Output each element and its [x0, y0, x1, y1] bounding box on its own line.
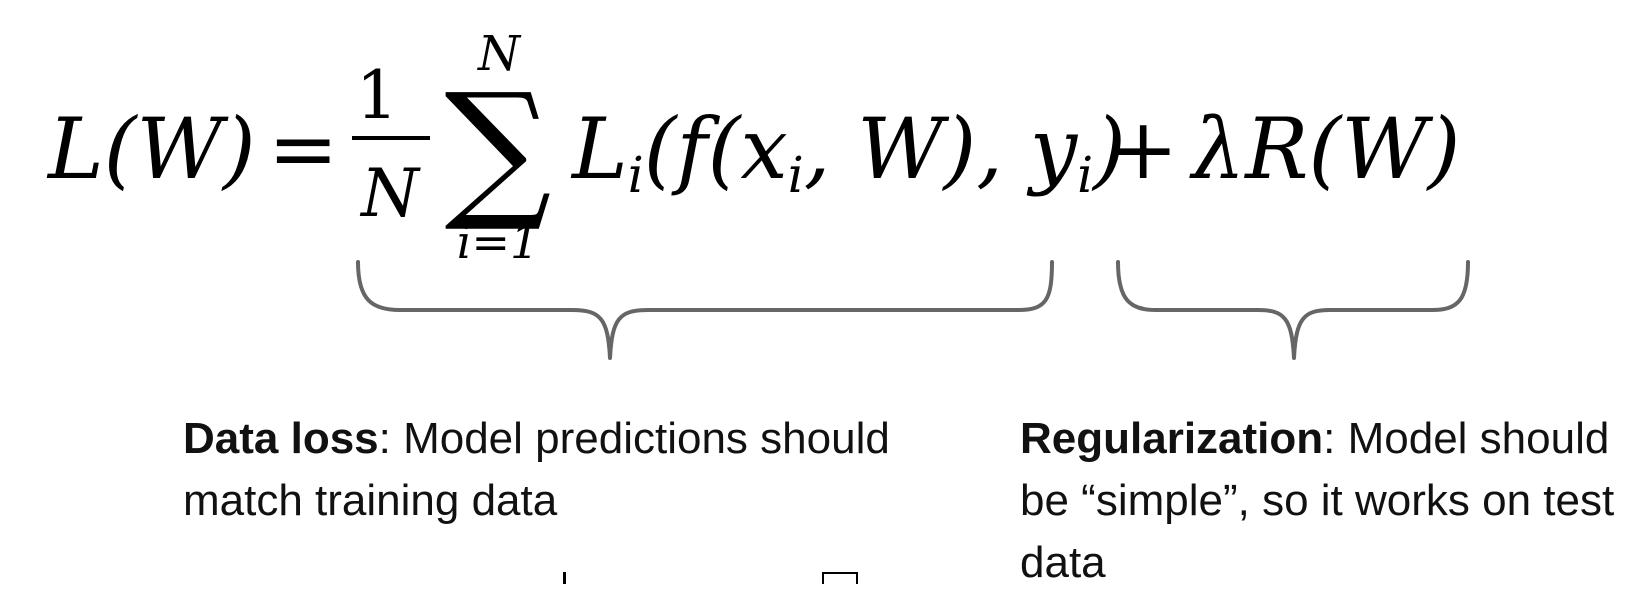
partial-mark [563, 572, 566, 584]
summation-symbol: ∑ [444, 62, 551, 236]
y-subscript: i [1077, 146, 1093, 204]
fraction-denominator: N [359, 155, 421, 232]
regularization-description: : Model should be “simple”, so it works … [1020, 414, 1615, 587]
equals-sign: = [268, 100, 338, 198]
loss-function-lhs: L(W) [46, 100, 256, 198]
data-loss-title: Data loss [183, 414, 379, 463]
regularization-term: λR(W) [1189, 100, 1460, 198]
sum-upper-limit: N [477, 26, 522, 82]
data-term-mid: , W), y [804, 100, 1079, 198]
plus-sign: + [1108, 100, 1178, 198]
fraction-numerator: 1 [356, 57, 398, 134]
data-loss-description: : Model predictions should match trainin… [183, 414, 890, 525]
regularization-annotation: Regularization: Model should be “simple”… [1020, 408, 1620, 594]
data-loss-annotation: Data loss: Model predictions should matc… [183, 408, 943, 532]
loss-symbol: L [570, 100, 628, 198]
data-term-args: (f(x [644, 100, 788, 198]
loss-subscript: i [628, 146, 644, 204]
x-subscript: i [788, 146, 804, 204]
sum-lower-limit: i=1 [457, 215, 540, 269]
regularization-brace [1116, 260, 1470, 360]
regularization-title: Regularization [1020, 414, 1324, 463]
partial-box [822, 572, 858, 584]
data-loss-brace [356, 260, 1054, 360]
data-term-close: ) [1091, 100, 1126, 198]
data-loss-term: Li(f(xi, W), yi) [570, 100, 1126, 204]
